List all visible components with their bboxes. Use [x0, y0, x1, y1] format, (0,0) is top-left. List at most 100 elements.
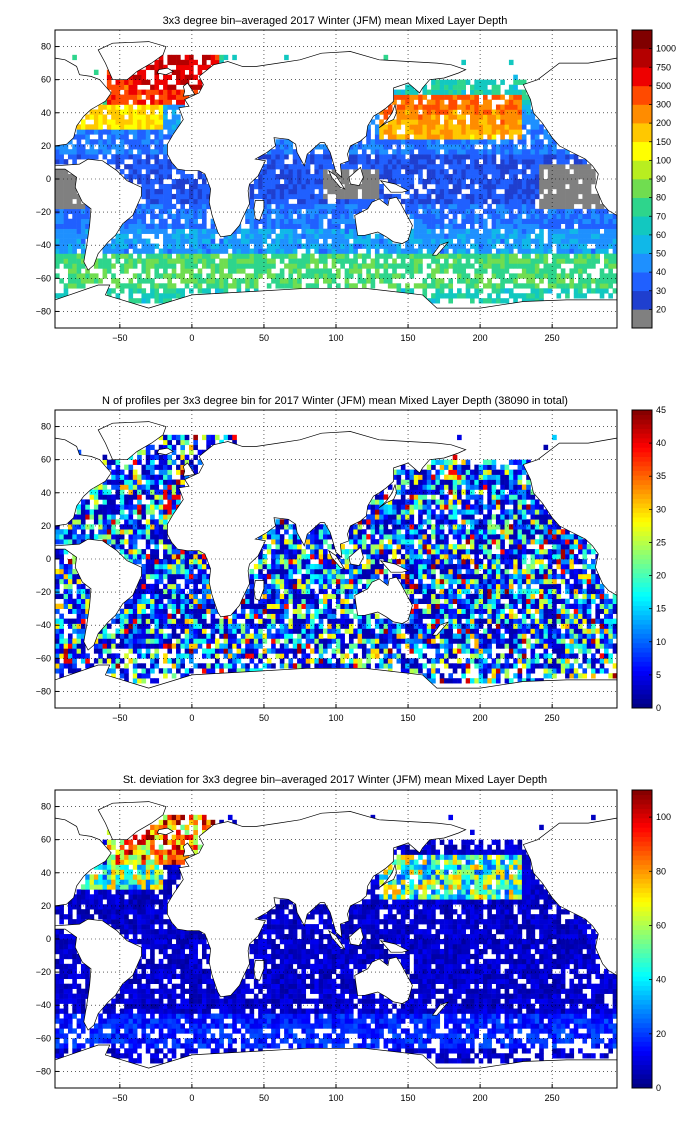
heatmap-cell [569, 273, 575, 279]
heatmap-cell [150, 663, 155, 669]
heatmap-cell [508, 678, 514, 684]
heatmap-cell [305, 603, 311, 609]
heatmap-cell [249, 183, 255, 190]
heatmap-cell [344, 169, 350, 175]
heatmap-cell [457, 89, 462, 95]
heatmap-cell [582, 263, 588, 269]
heatmap-cell [361, 648, 367, 654]
heatmap-cell [500, 278, 505, 284]
heatmap-cell [314, 648, 319, 654]
heatmap-cell [500, 273, 505, 279]
heatmap-cell [392, 653, 397, 659]
heatmap-cell [573, 608, 579, 614]
heatmap-cell [150, 164, 155, 170]
heatmap-cell [452, 154, 458, 160]
heatmap-cell [297, 169, 302, 175]
heatmap-cell [457, 273, 462, 279]
heatmap-cell [353, 203, 358, 210]
heatmap-cell [582, 638, 588, 644]
heatmap-cell [201, 288, 207, 294]
heatmap-cell [470, 613, 475, 619]
heatmap-cell [448, 218, 454, 224]
heatmap-cell [141, 638, 147, 644]
heatmap-cell [115, 94, 121, 100]
heatmap-cell [526, 248, 531, 254]
heatmap-cell [271, 149, 276, 155]
heatmap-cell [323, 179, 328, 185]
heatmap-cell [547, 174, 553, 180]
heatmap-cell [361, 198, 367, 205]
heatmap-cell [314, 658, 319, 664]
heatmap-cell [297, 613, 302, 619]
heatmap-cell [249, 218, 255, 224]
heatmap-cell [98, 263, 103, 269]
heatmap-cell [176, 238, 181, 244]
heatmap-cell [331, 613, 337, 619]
heatmap-cell [439, 628, 445, 634]
heatmap-cell [197, 69, 203, 75]
heatmap-cell [491, 608, 497, 614]
heatmap-cell [435, 183, 441, 190]
heatmap-cell [370, 243, 376, 249]
heatmap-cell [530, 663, 536, 669]
heatmap-cell [163, 74, 168, 80]
heatmap-cell [452, 174, 458, 180]
heatmap-cell [180, 603, 185, 609]
heatmap-cell [409, 149, 415, 155]
heatmap-cell [470, 129, 475, 135]
heatmap-cell [236, 658, 242, 664]
heatmap-cell [366, 263, 371, 269]
heatmap-cell [171, 203, 177, 210]
heatmap-cell [513, 169, 518, 175]
heatmap-cell [513, 159, 518, 165]
heatmap-cell [258, 179, 263, 185]
heatmap-cell [444, 678, 449, 684]
heatmap-cell [284, 238, 289, 244]
heatmap-cell [176, 94, 181, 100]
heatmap-cell [457, 134, 462, 140]
heatmap-cell [331, 638, 337, 644]
heatmap-cell [478, 79, 484, 85]
heatmap-cell [305, 613, 311, 619]
heatmap-cell [478, 124, 484, 130]
heatmap-cell [59, 618, 64, 624]
heatmap-cell [431, 298, 436, 304]
heatmap-cell [219, 268, 224, 274]
heatmap-cell [85, 149, 90, 155]
heatmap-cell [534, 179, 540, 185]
heatmap-cell [323, 169, 328, 175]
heatmap-cell [431, 213, 436, 220]
heatmap-cell [132, 618, 138, 624]
heatmap-cell [184, 179, 190, 185]
heatmap-cell [206, 608, 211, 614]
heatmap-cell [271, 278, 276, 284]
heatmap-cell [197, 174, 203, 180]
heatmap-cell [124, 233, 129, 239]
heatmap-cell [569, 233, 575, 239]
heatmap-cell [560, 278, 566, 284]
heatmap-cell [344, 618, 350, 624]
heatmap-cell [89, 273, 95, 279]
heatmap-cell [154, 69, 160, 75]
heatmap-cell [573, 653, 579, 659]
heatmap-cell [206, 633, 211, 639]
heatmap-cell [145, 628, 151, 634]
heatmap-cell [240, 248, 246, 254]
heatmap-cell [154, 293, 160, 299]
heatmap-cell [508, 94, 514, 100]
heatmap-cell [301, 263, 307, 269]
heatmap-cell [158, 603, 164, 609]
heatmap-cell [145, 228, 151, 234]
heatmap-cell [491, 218, 497, 224]
heatmap-cell [487, 159, 492, 165]
heatmap-cell [431, 283, 436, 289]
heatmap-cell [504, 258, 510, 264]
heatmap-cell [513, 628, 518, 634]
heatmap-cell [305, 628, 311, 634]
heatmap-cell [556, 643, 562, 649]
heatmap-cell [418, 193, 423, 200]
panel-1-title: 3x3 degree bin–averaged 2017 Winter (JFM… [163, 15, 508, 27]
heatmap-cell [67, 248, 73, 254]
heatmap-cell [491, 213, 497, 220]
